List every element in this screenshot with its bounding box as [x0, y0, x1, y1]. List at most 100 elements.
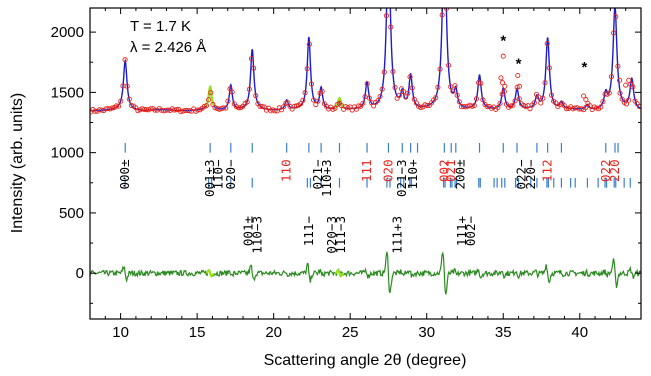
- observed-point: [498, 75, 504, 81]
- observed-point: [626, 77, 632, 83]
- observed-point: [617, 77, 623, 83]
- observed-point: [411, 96, 417, 102]
- observed-point: [583, 97, 589, 103]
- observed-point: [623, 101, 630, 107]
- hkl-label: 020: [381, 159, 396, 182]
- observed-point: [581, 93, 587, 99]
- observed-point: [508, 103, 514, 109]
- calculated-curve: [90, 8, 641, 112]
- observed-point: [308, 81, 315, 87]
- hkl-label: 112: [540, 159, 555, 182]
- hkl-label: 110: [279, 159, 294, 182]
- observed-point: [544, 40, 550, 47]
- observed-point: [251, 65, 257, 71]
- observed-point: [527, 106, 533, 112]
- observed-point: [636, 103, 641, 110]
- observed-point: [244, 99, 250, 105]
- observed-point: [392, 85, 398, 91]
- observed-point: [516, 96, 522, 102]
- observed-point: [221, 105, 227, 111]
- observed-point: [439, 12, 445, 18]
- observed-point: [497, 100, 503, 106]
- observed-point: [124, 83, 130, 89]
- observed-point: [208, 90, 214, 96]
- observed-point: [480, 97, 486, 103]
- observed-point: [283, 100, 289, 106]
- observed-point: [259, 103, 265, 109]
- observed-point: [206, 97, 212, 103]
- observed-point: [437, 66, 443, 72]
- plot-content: [90, 8, 641, 295]
- observed-point: [203, 103, 210, 109]
- observed-point: [512, 98, 518, 104]
- observed-point: [450, 88, 456, 94]
- observed-point: [246, 86, 252, 92]
- axes-layer: 10 15 20 25 30 35 40 0 500 1000 1500 2000: [51, 7, 642, 341]
- observed-point: [418, 105, 424, 111]
- hkl-label: 021: [443, 159, 458, 182]
- x-tick-label: 20: [265, 324, 282, 341]
- hkl-label: 021−3: [394, 159, 409, 197]
- observed-point: [332, 105, 338, 111]
- observed-point: [403, 94, 409, 100]
- observed-point: [109, 105, 115, 111]
- observed-point: [362, 94, 368, 100]
- observed-point: [304, 66, 310, 72]
- x-tick-label: 40: [571, 324, 588, 341]
- observed-point: [435, 84, 441, 90]
- observed-point: [495, 104, 501, 111]
- observed-point: [405, 90, 411, 96]
- observed-point: [409, 85, 415, 91]
- observed-point: [510, 102, 516, 108]
- observed-point: [173, 107, 180, 113]
- observed-point: [471, 103, 477, 109]
- observed-point: [126, 96, 132, 102]
- observed-point: [377, 93, 383, 100]
- difference-excluded-curve: [334, 268, 344, 278]
- excluded-region-curve: [205, 85, 215, 107]
- hkl-label: 110−3: [250, 216, 265, 254]
- observed-point: [600, 99, 606, 105]
- hkl-label: 111+3: [390, 216, 405, 254]
- observed-point: [379, 86, 385, 92]
- observed-point: [553, 100, 559, 106]
- observed-point: [606, 90, 612, 96]
- wavelength-annotation: λ = 2.426 Å: [130, 39, 206, 56]
- observed-point: [116, 103, 122, 109]
- hkl-label: 200±: [452, 159, 467, 189]
- observed-point: [500, 53, 506, 59]
- y-tick-label: 2000: [51, 24, 84, 41]
- observed-point: [225, 98, 231, 104]
- hkl-label: 022−: [514, 159, 529, 189]
- hkl-label: 111−3: [333, 216, 348, 254]
- observed-point: [626, 97, 632, 103]
- impurity-marker: *: [516, 55, 522, 72]
- observed-point: [613, 14, 619, 20]
- difference-curve: [90, 251, 641, 295]
- observed-point: [223, 105, 229, 111]
- impurity-marker: *: [500, 32, 506, 49]
- observed-point: [611, 30, 617, 36]
- observed-point: [383, 13, 390, 19]
- hkl-label: 020−: [223, 159, 238, 189]
- hkl-label: 111−: [301, 216, 316, 246]
- observed-point: [540, 95, 546, 101]
- observed-point: [396, 92, 402, 98]
- observed-point: [302, 90, 308, 96]
- x-tick-label: 35: [495, 324, 512, 341]
- observed-point: [538, 100, 544, 106]
- observed-point: [306, 41, 312, 47]
- observed-point: [463, 104, 469, 110]
- observed-point: [356, 103, 362, 109]
- observed-point: [542, 80, 548, 86]
- observed-point: [630, 84, 636, 90]
- observed-point: [229, 89, 235, 95]
- hkl-label: 220−: [523, 159, 538, 189]
- hkl-label: 111+: [454, 216, 469, 246]
- observed-point: [502, 83, 508, 89]
- observed-point: [407, 74, 413, 80]
- observed-point: [615, 63, 621, 69]
- hkl-label: 022: [598, 159, 613, 182]
